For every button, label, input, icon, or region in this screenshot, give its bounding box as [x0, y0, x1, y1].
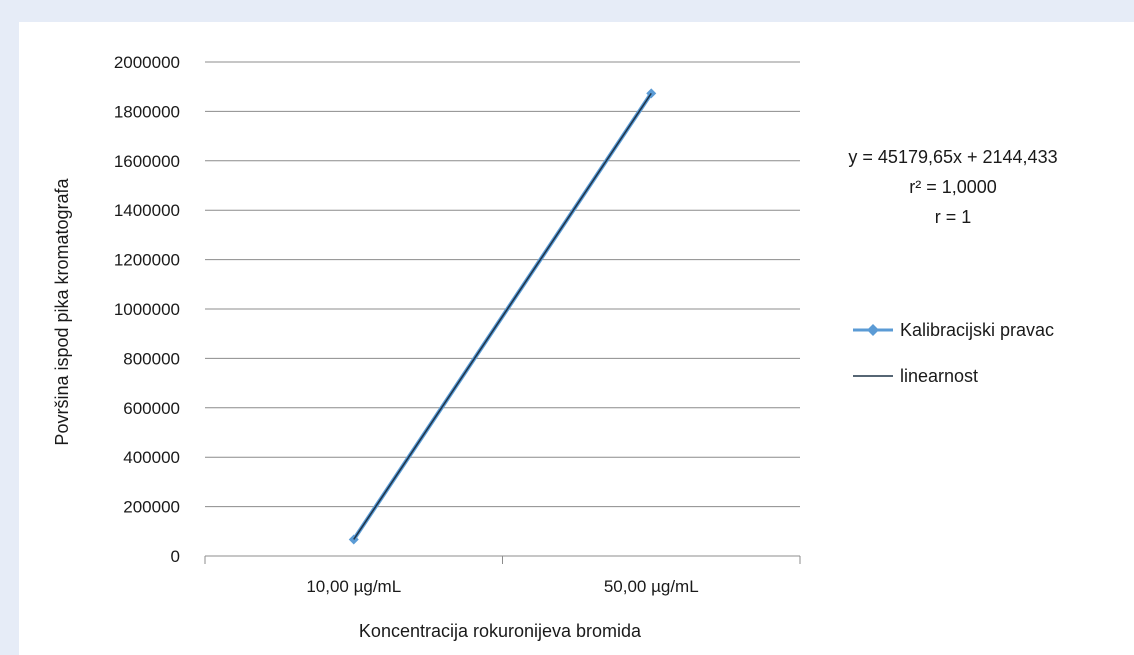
y-tick-0: 0 [171, 547, 180, 566]
y-tick-400000: 400000 [123, 448, 180, 467]
series-line-1 [353, 92, 652, 540]
y-tick-1200000: 1200000 [114, 251, 180, 270]
x-tick-label-1: 50,00 µg/mL [604, 577, 699, 596]
legend-label-linearnost: linearnost [900, 366, 978, 386]
y-tick-1600000: 1600000 [114, 152, 180, 171]
series-layer [348, 88, 657, 545]
y-tick-1800000: 1800000 [114, 102, 180, 121]
y-tick-200000: 200000 [123, 498, 180, 517]
y-axis-title: Površina ispod pika kromatografa [52, 177, 72, 445]
x-axis-title: Koncentracija rokuronijeva bromida [359, 621, 642, 641]
y-tick-2000000: 2000000 [114, 53, 180, 72]
legend-label-kalibracijski-pravac: Kalibracijski pravac [900, 320, 1054, 340]
gridlines [205, 61, 800, 557]
x-tick-labels: 10,00 µg/mL 50,00 µg/mL [306, 577, 698, 596]
y-tick-labels: 0 200000 400000 600000 800000 1000000 1200000 1… [114, 53, 180, 566]
legend: Kalibracijski pravac linearnost [853, 320, 1054, 386]
y-tick-1000000: 1000000 [114, 300, 180, 319]
legend-marker-diamond [867, 324, 879, 336]
y-tick-1400000: 1400000 [114, 201, 180, 220]
equation-line-3: r = 1 [935, 207, 972, 227]
regression-equation: y = 45179,65x + 2144,433 r² = 1,0000 r =… [848, 147, 1057, 227]
x-axis [204, 556, 801, 564]
equation-line-1: y = 45179,65x + 2144,433 [848, 147, 1057, 167]
chart-area [19, 22, 1134, 655]
x-tick-label-0: 10,00 µg/mL [306, 577, 401, 596]
equation-line-2: r² = 1,0000 [909, 177, 997, 197]
y-tick-800000: 800000 [123, 349, 180, 368]
y-tick-600000: 600000 [123, 399, 180, 418]
